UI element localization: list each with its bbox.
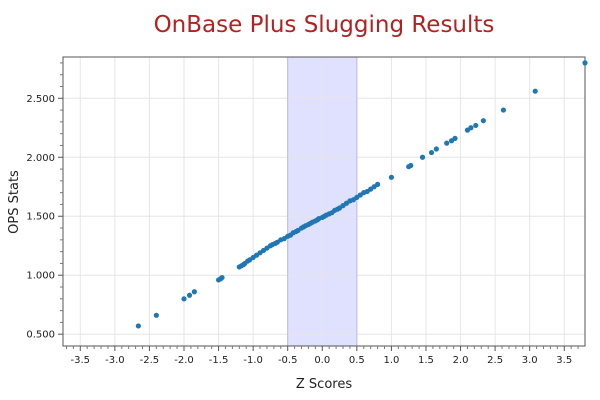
x-tick-label: -2.5 bbox=[140, 355, 160, 366]
data-point bbox=[419, 154, 426, 160]
data-point bbox=[473, 122, 479, 129]
data-point bbox=[433, 146, 439, 152]
x-tick-label: 2.0 bbox=[453, 355, 469, 366]
data-point bbox=[374, 181, 381, 187]
y-tick-label: 2.000 bbox=[26, 153, 55, 164]
chart-title: OnBase Plus Slugging Results bbox=[154, 12, 495, 38]
x-tick-label: 0.0 bbox=[314, 355, 330, 366]
x-tick-label: 1.5 bbox=[418, 355, 434, 366]
x-tick-label: -1.5 bbox=[209, 355, 229, 366]
data-points bbox=[135, 60, 588, 329]
x-tick-label: 3.5 bbox=[556, 355, 572, 366]
x-axis: -3.5 -3.0 -2.5 -2.0 -1.5 -1.0 -0.5 0.0 0.5 1.0 1.5… bbox=[65, 346, 579, 366]
x-axis-label: Z Scores bbox=[296, 377, 352, 392]
plot-border bbox=[62, 56, 586, 347]
plot-area bbox=[62, 56, 586, 347]
x-tick-label: -2.0 bbox=[174, 355, 194, 366]
data-point bbox=[219, 274, 225, 281]
x-tick-label: -3.5 bbox=[71, 355, 91, 366]
x-tick-label: 0.5 bbox=[349, 355, 365, 366]
data-point bbox=[181, 296, 187, 302]
y-tick-label: 1.000 bbox=[26, 271, 55, 282]
data-point bbox=[582, 60, 588, 66]
data-point bbox=[480, 118, 486, 124]
data-point bbox=[388, 174, 395, 180]
data-point bbox=[186, 292, 193, 298]
x-tick-label: 2.5 bbox=[487, 355, 503, 366]
data-point bbox=[532, 88, 538, 94]
data-point bbox=[191, 289, 197, 295]
y-axis-label: OPS Stats bbox=[7, 170, 22, 234]
x-tick-label: -0.5 bbox=[278, 355, 298, 366]
data-point bbox=[428, 149, 435, 156]
y-tick-label: 0.500 bbox=[26, 330, 55, 341]
data-point bbox=[444, 140, 450, 146]
data-point bbox=[153, 312, 159, 318]
data-point bbox=[408, 162, 414, 169]
y-tick-label: 2.500 bbox=[26, 94, 55, 105]
data-point bbox=[452, 135, 458, 141]
x-tick-label: -3.0 bbox=[105, 355, 125, 366]
data-point bbox=[468, 125, 474, 131]
x-tick-label: 1.0 bbox=[383, 355, 399, 366]
x-tick-label: -1.0 bbox=[243, 355, 263, 366]
y-tick-label: 1.500 bbox=[26, 212, 55, 223]
y-axis: 0.500 1.000 1.500 2.000 2.500 bbox=[26, 62, 63, 341]
data-point bbox=[500, 107, 507, 113]
x-tick-label: 3.0 bbox=[522, 355, 538, 366]
data-point bbox=[135, 323, 141, 329]
